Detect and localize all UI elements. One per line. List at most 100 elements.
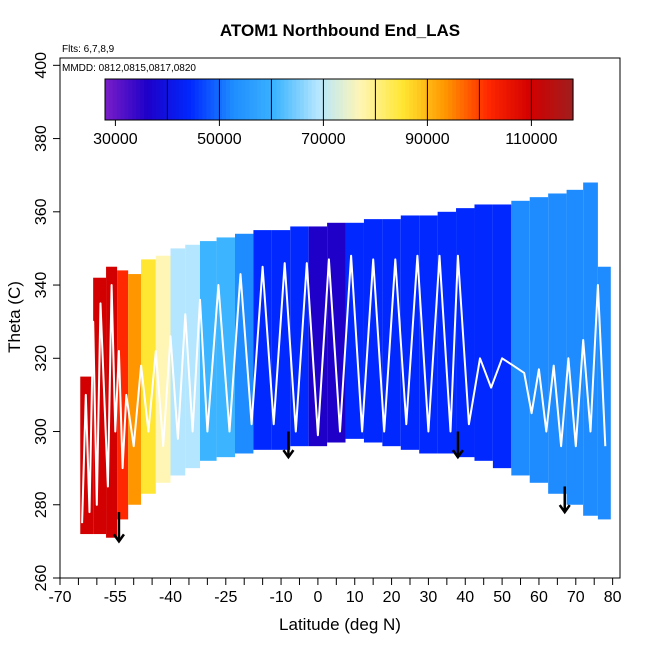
colorbar-segment xyxy=(218,79,223,120)
colorbar-segment xyxy=(510,79,516,120)
arrow-marker xyxy=(112,512,125,544)
colorbar-segment xyxy=(272,79,278,120)
colorbar-segment xyxy=(108,79,114,120)
heatmap-cell xyxy=(400,215,420,450)
colorbar-segment xyxy=(405,79,410,120)
colorbar-segment xyxy=(300,79,305,120)
colorbar-segment xyxy=(483,79,488,120)
flights-annotation: Flts: 6,7,8,9 xyxy=(62,44,115,55)
colorbar-segment xyxy=(323,79,328,120)
colorbar-segment xyxy=(339,79,344,120)
colorbar-segment xyxy=(401,79,406,120)
colorbar-segment xyxy=(151,79,157,120)
colorbar-segment xyxy=(491,79,496,120)
heatmap-cell xyxy=(141,259,156,494)
colorbar-segment xyxy=(210,79,215,120)
colorbar-segment xyxy=(159,79,165,120)
colorbar-segment xyxy=(444,79,449,120)
colorbar-segment xyxy=(366,79,371,120)
colorbar-segment xyxy=(198,79,204,120)
profile-layer xyxy=(81,254,607,524)
x-tick-label: 70 xyxy=(567,589,585,606)
colorbar-segment xyxy=(362,79,367,120)
colorbar-segment xyxy=(264,79,270,120)
colorbar-segment xyxy=(288,79,293,120)
colorbar-segment xyxy=(331,79,336,120)
colorbar-segment xyxy=(249,79,254,120)
colorbar-segment xyxy=(105,79,110,120)
colorbar-segment xyxy=(506,79,512,120)
arrow-marker xyxy=(451,431,464,460)
arrow-marker xyxy=(558,486,571,515)
colorbar-segment xyxy=(307,79,313,120)
heatmap-cell xyxy=(290,226,309,447)
colorbar-segment xyxy=(183,79,188,120)
colorbar-segment xyxy=(378,79,383,120)
colorbar-segment xyxy=(459,79,465,120)
colorbar-segment xyxy=(557,79,562,120)
colorbar-segment xyxy=(222,79,227,120)
colorbar-segment xyxy=(261,79,266,120)
heatmap-cell xyxy=(200,241,217,461)
y-axis-label: Theta (C) xyxy=(5,281,24,353)
x-tick-label: 60 xyxy=(530,589,548,606)
colorbar-segment xyxy=(370,79,375,120)
colorbar-segment xyxy=(237,79,243,120)
colorbar-tick-label: 110000 xyxy=(505,131,557,148)
y-tick-label: 360 xyxy=(33,198,50,225)
colorbar-segment xyxy=(541,79,547,120)
colorbar-segment xyxy=(327,79,332,120)
colorbar-segment xyxy=(296,79,301,120)
heatmap-cell xyxy=(492,204,512,469)
y-tick-label: 340 xyxy=(33,272,50,299)
colorbar-segment xyxy=(233,79,239,120)
colorbar-segment xyxy=(163,79,168,120)
colorbar-segment xyxy=(417,79,422,120)
colorbar-segment xyxy=(420,79,426,120)
axes: -70 -55 -40 -25 -10 0 10 20 30 40 50 60 70 80 260 280 30… xyxy=(33,52,622,606)
colorbar-segment xyxy=(206,79,211,120)
colorbar-segment xyxy=(175,79,180,120)
colorbar-segment xyxy=(409,79,414,120)
heatmap-cell xyxy=(155,255,171,483)
colorbar-segment xyxy=(280,79,285,120)
heatmap-cell xyxy=(548,193,567,494)
colorbar-segment xyxy=(471,79,477,120)
x-tick-label: 80 xyxy=(604,589,622,606)
x-tick-label: 30 xyxy=(420,589,438,606)
heatmap-cell xyxy=(216,237,235,458)
x-tick-label: -40 xyxy=(159,589,182,606)
colorbar-segment xyxy=(229,79,235,120)
heatmap-cell xyxy=(566,189,584,505)
chart-title: ATOM1 Northbound End_LAS xyxy=(220,21,460,40)
colorbar-segment xyxy=(315,79,321,120)
colorbar-segment xyxy=(342,79,348,120)
colorbar-segment xyxy=(350,79,356,120)
heatmap-cell xyxy=(253,230,272,450)
colorbar-segment xyxy=(116,79,122,120)
colorbar-segment xyxy=(128,79,133,120)
colorbar-segment xyxy=(467,79,473,120)
colorbar-segment xyxy=(498,79,504,120)
x-tick-label: 20 xyxy=(383,589,401,606)
colorbar-segment xyxy=(487,79,492,120)
colorbar-segment xyxy=(565,79,570,120)
heatmap-cell xyxy=(117,270,129,520)
colorbar-segment xyxy=(389,79,395,120)
colorbar-segment xyxy=(319,79,324,120)
colorbar-segment xyxy=(112,79,118,120)
colorbar-segment xyxy=(179,79,184,120)
colorbar-segment xyxy=(393,79,399,120)
colorbar-segment xyxy=(502,79,508,120)
flight-profile-line xyxy=(81,254,607,524)
colorbar-segment xyxy=(534,79,539,120)
colorbar-segment xyxy=(479,79,484,120)
heatmap-cell xyxy=(308,226,328,447)
colorbar-segment xyxy=(167,79,172,120)
heatmap-cell xyxy=(529,197,549,483)
heatmap-cell xyxy=(456,208,475,458)
y-tick-label: 320 xyxy=(33,345,50,372)
heatmap-cell xyxy=(437,211,457,454)
x-tick-label: -55 xyxy=(104,589,127,606)
colorbar-segment xyxy=(537,79,543,120)
